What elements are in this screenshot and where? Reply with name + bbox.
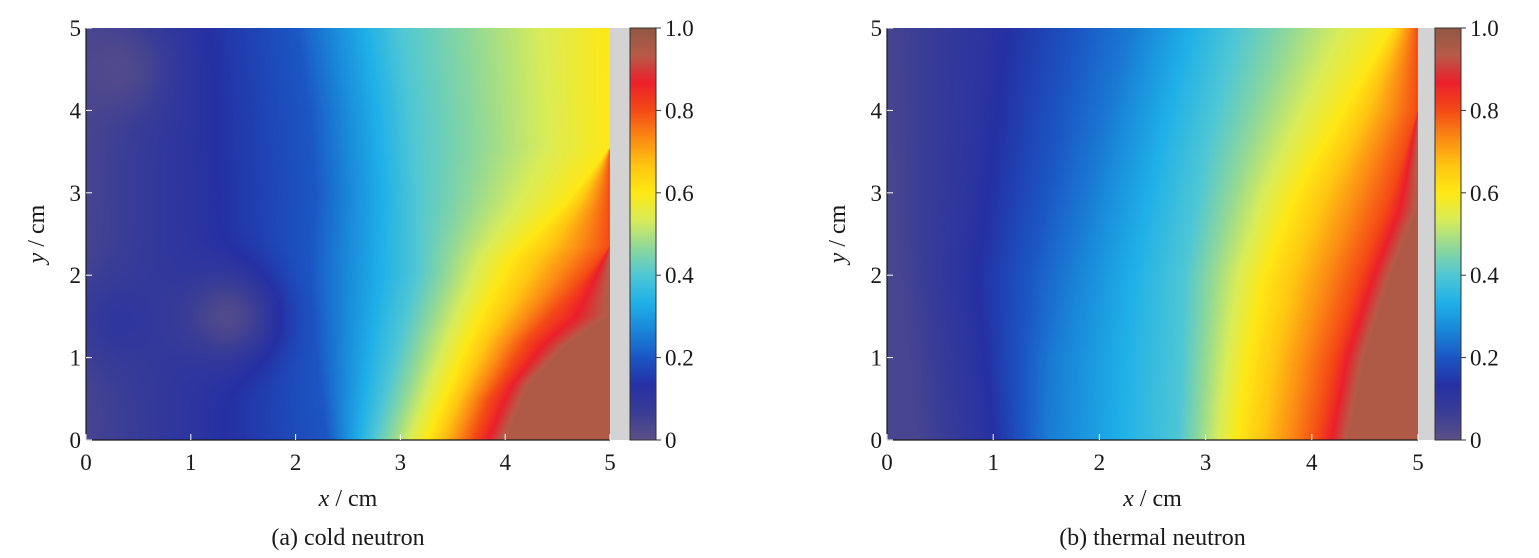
x-tick-label: 2 (290, 450, 302, 475)
colorbar-frame (629, 27, 657, 441)
colorbar-gap (610, 28, 630, 440)
y-tick-label: 3 (871, 181, 883, 206)
y-axis-label: y / cm (825, 204, 851, 265)
panel-caption: (b) thermal neutron (1059, 525, 1246, 551)
x-tick-label: 4 (499, 450, 511, 475)
x-axis-var: x (318, 486, 330, 512)
colorbar-gap (1418, 28, 1435, 440)
x-tick-label: 0 (881, 450, 893, 475)
y-axis-unit: / cm (825, 204, 851, 252)
colorbar-tick-label: 0.4 (665, 263, 694, 288)
colorbar-tick-label: 0 (665, 428, 677, 453)
panel-caption: (a) cold neutron (271, 525, 424, 551)
y-tick-label: 0 (70, 428, 82, 453)
x-tick-label: 5 (604, 450, 616, 475)
colorbar-tick-label: 0.6 (665, 181, 694, 206)
x-tick-label: 3 (1200, 450, 1212, 475)
y-tick-label: 3 (70, 181, 82, 206)
colorbar-tick-label: 0.6 (1470, 181, 1499, 206)
colorbar-frame (1434, 27, 1462, 441)
y-axis-var: y (825, 252, 851, 265)
y-tick-label: 5 (70, 16, 82, 41)
y-axis-var: y (24, 252, 50, 265)
y-axis-label: y / cm (24, 204, 50, 265)
y-tick-label: 2 (871, 263, 883, 288)
y-axis-unit: / cm (24, 204, 50, 252)
y-tick-label: 0 (871, 428, 883, 453)
y-tick-label: 4 (871, 98, 883, 123)
x-tick-label: 1 (987, 450, 999, 475)
y-tick-label: 4 (70, 98, 82, 123)
colorbar-tick-label: 0 (1470, 428, 1482, 453)
x-axis-label: x / cm (318, 486, 378, 512)
colorbar-tick-label: 0.2 (665, 346, 694, 371)
colorbar-tick-label: 0.8 (1470, 98, 1499, 123)
x-tick-label: 5 (1412, 450, 1424, 475)
x-tick-label: 1 (185, 450, 197, 475)
x-tick-label: 0 (80, 450, 92, 475)
colorbar-tick-label: 1.0 (665, 16, 694, 41)
colorbar-tick-label: 0.4 (1470, 263, 1499, 288)
heatmap-field (86, 28, 610, 440)
x-axis-unit: / cm (1134, 486, 1182, 512)
x-tick-label: 2 (1094, 450, 1106, 475)
y-tick-label: 2 (70, 263, 82, 288)
y-tick-label: 5 (871, 16, 883, 41)
x-axis-label: x / cm (1122, 486, 1182, 512)
x-tick-label: 4 (1306, 450, 1318, 475)
y-tick-label: 1 (871, 346, 883, 371)
y-tick-label: 1 (70, 346, 82, 371)
heatmap-panel-thermal-neutron: 0 0.2 0.4 0.6 0.8 1.0 0 1 2 3 4 5 0 1 2 3 4 5 x / cm y / cm… (800, 0, 1539, 558)
colorbar (1435, 28, 1461, 440)
x-axis-var: x (1122, 486, 1134, 512)
colorbar-tick-label: 0.2 (1470, 346, 1499, 371)
colorbar-tick-label: 0.8 (665, 98, 694, 123)
x-axis-unit: / cm (329, 486, 377, 512)
heatmap-panel-cold-neutron: 0 0.2 0.4 0.6 0.8 1.0 0 1 2 3 4 5 0 1 2 3 4 5 x / cm y / cm… (24, 16, 694, 551)
heatmap-field (887, 28, 1418, 440)
colorbar (630, 28, 656, 440)
x-tick-label: 3 (395, 450, 407, 475)
colorbar-tick-label: 1.0 (1470, 16, 1499, 41)
